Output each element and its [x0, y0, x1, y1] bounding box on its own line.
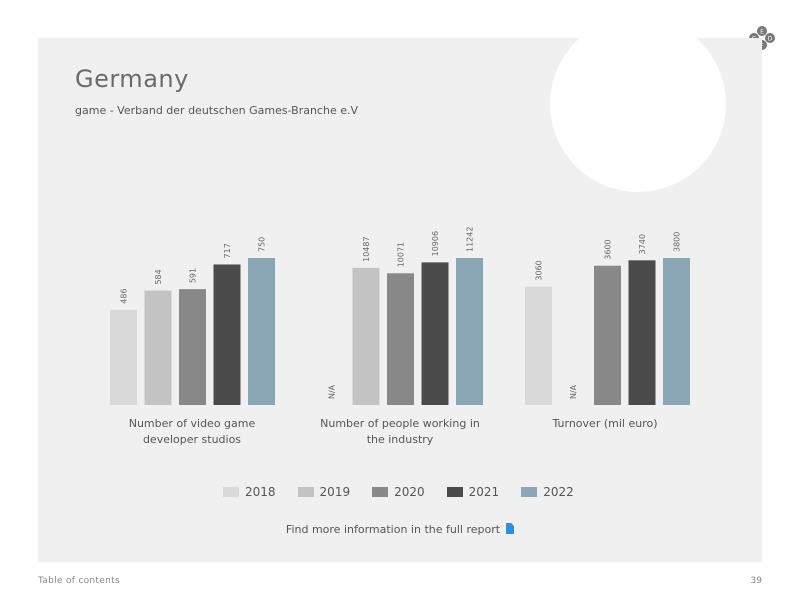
- svg-text:D: D: [768, 36, 773, 43]
- page-number: 39: [750, 576, 762, 586]
- legend-label: 2019: [319, 485, 351, 499]
- legend-item-2019: 2019: [297, 485, 351, 499]
- more-info-line: Find more information in the full report: [38, 523, 762, 536]
- data-label-2-2019: N/A: [569, 384, 578, 399]
- decorative-circle: [550, 38, 726, 192]
- chart-legend: 2018 2019 2020 2021 2022: [223, 485, 574, 499]
- svg-text:E: E: [760, 29, 764, 36]
- bar-2-2020: [594, 265, 621, 405]
- document-icon[interactable]: [506, 523, 515, 534]
- data-label-0-2019: 584: [154, 269, 163, 284]
- data-label-2-2021: 3740: [638, 234, 647, 254]
- legend-label: 2022: [543, 485, 574, 499]
- bar-0-2018: [110, 309, 137, 405]
- bar-2-2018: [525, 286, 552, 405]
- group-label-people: Number of people working in the industry: [320, 417, 480, 446]
- bar-2-2021: [628, 260, 656, 405]
- legend-item-2021: 2021: [446, 485, 500, 499]
- legend-label: 2018: [245, 485, 276, 499]
- group-label-turnover: Turnover (mil euro): [552, 417, 658, 430]
- legend-swatch: [223, 487, 239, 497]
- legend-swatch: [446, 487, 463, 497]
- legend-swatch: [521, 487, 538, 497]
- legend-item-2020: 2020: [372, 485, 425, 499]
- bar-1-2021: [421, 262, 449, 405]
- legend-label: 2020: [394, 485, 425, 499]
- data-label-0-2022: 750: [258, 237, 267, 252]
- bar-chart: 486 584 591 717 750 N/A 10487 10071 10906 11242 30…: [110, 227, 690, 405]
- legend-item-2018: 2018: [223, 485, 276, 499]
- data-label-1-2022: 11242: [466, 227, 475, 252]
- legend-label: 2021: [468, 485, 500, 499]
- data-label-0-2020: 591: [189, 268, 198, 283]
- bar-0-2019: [144, 290, 172, 405]
- bar-2-2022: [663, 258, 690, 405]
- legend-swatch: [297, 487, 314, 497]
- bar-1-2022: [456, 258, 483, 405]
- data-label-2-2018: 3060: [535, 260, 544, 280]
- page-subtitle: game - Verband der deutschen Games-Branc…: [75, 104, 359, 117]
- data-label-0-2018: 486: [120, 288, 129, 303]
- svg-text:F: F: [760, 43, 764, 50]
- table-of-contents-link[interactable]: Table of contents: [38, 576, 120, 586]
- data-label-2-2020: 3600: [604, 239, 613, 259]
- bar-0-2022: [248, 258, 275, 405]
- data-label-1-2018: N/A: [328, 384, 337, 399]
- bar-1-2020: [387, 273, 414, 405]
- content-panel: Germany game - Verband der deutschen Gam…: [38, 38, 762, 562]
- more-info-link[interactable]: Find more information in the full report: [285, 523, 501, 536]
- data-label-2-2022: 3800: [673, 232, 682, 252]
- data-label-0-2021: 717: [223, 243, 232, 258]
- legend-item-2022: 2022: [521, 485, 574, 499]
- data-label-1-2020: 10071: [397, 242, 406, 267]
- page-title: Germany: [75, 65, 189, 93]
- bar-1-2019: [352, 267, 380, 405]
- bar-0-2020: [179, 289, 206, 405]
- data-label-1-2019: 10487: [362, 236, 371, 261]
- bar-0-2021: [213, 264, 241, 405]
- data-label-1-2021: 10906: [431, 231, 440, 256]
- group-label-studios: Number of video game developer studios: [128, 417, 256, 446]
- legend-swatch: [372, 487, 389, 497]
